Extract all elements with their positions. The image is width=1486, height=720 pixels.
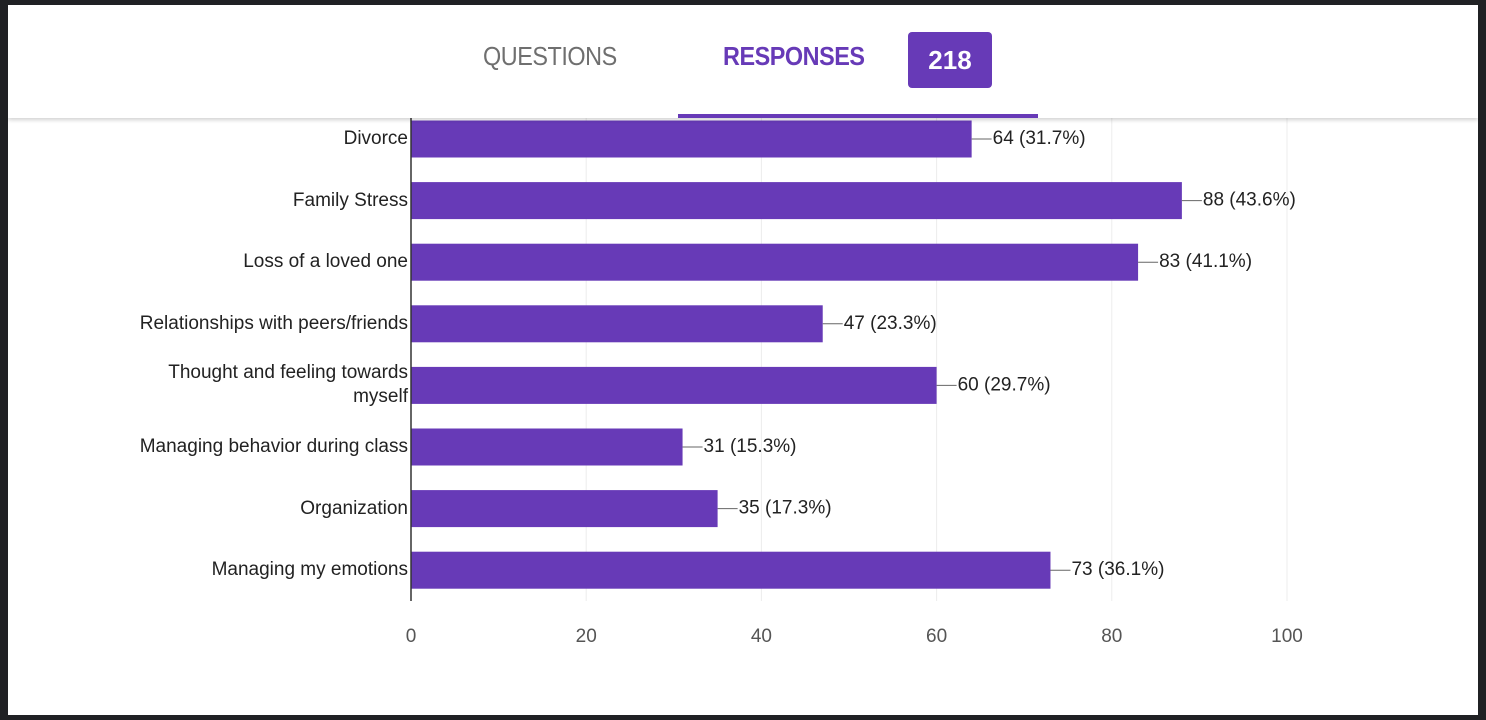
- active-tab-indicator: [678, 114, 1038, 118]
- response-count: 218: [908, 32, 992, 88]
- value-label: 73 (36.1%): [1071, 559, 1164, 580]
- bar: [411, 120, 972, 158]
- value-label: 31 (15.3%): [704, 436, 797, 457]
- value-label: 35 (17.3%): [739, 498, 832, 519]
- x-tick-label: 20: [576, 626, 597, 647]
- value-label: 47 (23.3%): [844, 313, 937, 334]
- chart: 0 20 40 60 80 100 64 (31.7%) 88 (43.6%) 83 (41.1…: [406, 108, 1303, 647]
- category-label: Managing behavior during class: [139, 436, 408, 457]
- x-tick-label: 100: [1271, 626, 1303, 647]
- category-label: Loss of a loved one: [243, 251, 408, 273]
- category-label: Organization: [300, 497, 408, 519]
- category-label: Relationships with peers/friends: [139, 312, 408, 334]
- bar: [411, 182, 1182, 220]
- bar: [411, 551, 1051, 589]
- value-label: 88 (43.6%): [1203, 190, 1296, 211]
- value-label: 64 (31.7%): [993, 128, 1086, 149]
- bar: [411, 490, 718, 528]
- bar: [411, 366, 937, 404]
- responses-tab[interactable]: RESPONSES: [723, 41, 865, 71]
- x-tick-label: 0: [406, 626, 417, 647]
- questions-tab[interactable]: QUESTIONS: [483, 41, 617, 71]
- category-label: Family Stress: [292, 189, 408, 211]
- bar: [411, 243, 1139, 281]
- category-label: Divorce: [343, 128, 408, 149]
- x-tick-label: 40: [751, 626, 772, 647]
- tab-header: QUESTIONS RESPONSES 218: [8, 5, 1478, 118]
- x-tick-label: 80: [1101, 626, 1122, 647]
- x-tick-label: 60: [926, 626, 947, 647]
- bar: [411, 428, 683, 466]
- value-label: 83 (41.1%): [1159, 251, 1252, 272]
- responses-panel: 0 20 40 60 80 100 64 (31.7%) 88 (43.6%) 83 (41.1…: [8, 5, 1478, 715]
- value-label: 60 (29.7%): [958, 374, 1051, 395]
- bar: [411, 305, 823, 343]
- category-label: Managing my emotions: [211, 559, 408, 581]
- category-label: Thought and feeling towards myself: [168, 362, 408, 408]
